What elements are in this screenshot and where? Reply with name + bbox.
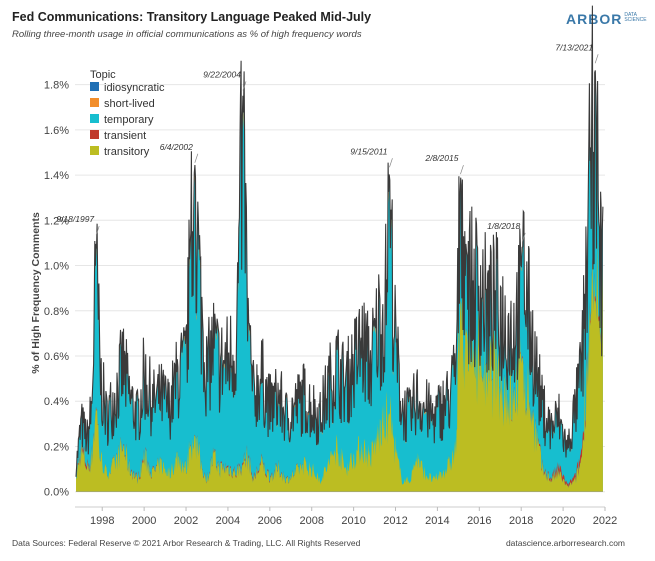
x-tick-label: 2016 <box>467 515 491 527</box>
legend-swatch-transient <box>90 130 99 139</box>
y-tick-label: 1.4% <box>44 170 69 182</box>
legend-swatch-transitory <box>90 146 99 155</box>
legend-label-transitory: transitory <box>104 146 150 158</box>
y-tick-label: 0.0% <box>44 487 69 499</box>
x-tick-label: 2002 <box>174 515 198 527</box>
arbor-logo: ARBOR DATA SCIENCE <box>566 11 647 29</box>
legend-swatch-idiosyncratic <box>90 82 99 91</box>
legend-label-short-lived: short-lived <box>104 98 155 110</box>
logo-sub-data: DATA <box>624 12 637 18</box>
annotation-leader <box>521 232 526 243</box>
annotation-leader <box>460 164 464 175</box>
y-axis-label: % of High Frequency Comments <box>30 212 42 374</box>
peak-annotations: 9/18/1997 6/4/2002 9/22/2004 9/15/2011 2/8/2… <box>56 42 599 243</box>
x-tick-label: 2008 <box>299 515 323 527</box>
legend-label-transient: transient <box>104 130 146 142</box>
x-tick-label: 2004 <box>216 515 240 527</box>
footer-source: Data Sources: Federal Reserve © 2021 Arb… <box>12 538 361 548</box>
annotation-label: 9/22/2004 <box>203 69 241 79</box>
logo-sub-science: SCIENCE <box>624 17 647 23</box>
annotation-label: 9/18/1997 <box>56 214 94 224</box>
legend-label-idiosyncratic: idiosyncratic <box>104 82 165 94</box>
logo-text: ARBOR <box>566 11 623 27</box>
y-tick-label: 1.8% <box>44 80 69 92</box>
y-tick-label: 1.6% <box>44 125 69 137</box>
annotation-leader <box>389 158 393 168</box>
legend-label-temporary: temporary <box>104 114 154 126</box>
chart-subtitle: Rolling three-month usage in official co… <box>12 29 362 40</box>
annotation-leader <box>594 54 599 64</box>
y-tick-label: 0.2% <box>44 441 69 453</box>
legend-swatch-short-lived <box>90 98 99 107</box>
annotation-label: 9/15/2011 <box>350 146 387 156</box>
x-tick-label: 2022 <box>593 515 617 527</box>
annotation-leader <box>95 226 100 236</box>
y-tick-label: 1.2% <box>44 215 69 227</box>
y-tick-label: 0.4% <box>44 396 69 408</box>
total-outline <box>75 5 604 477</box>
x-tick-label: 2010 <box>341 515 365 527</box>
y-axis: 0.0% 0.2% 0.4% 0.6% 0.8% 1.0% 1.2% 1.4% 1.6% 1.8% <box>44 80 69 499</box>
annotation-leader <box>194 153 199 163</box>
x-tick-label: 2018 <box>509 515 533 527</box>
x-axis: 1998 2000 2002 2004 2006 2008 2010 2012 2014 2016… <box>75 506 617 527</box>
logo-subtext: DATA SCIENCE <box>624 13 646 23</box>
x-tick-label: 2000 <box>132 515 156 527</box>
annotation-label: 2/8/2015 <box>424 153 458 163</box>
x-tick-label: 2006 <box>258 515 282 527</box>
stacked-areas <box>75 5 604 492</box>
x-tick-label: 2020 <box>551 515 575 527</box>
area-transitory <box>76 242 603 492</box>
legend-title: Topic <box>90 69 116 81</box>
annotation-label: 7/13/2021 <box>555 42 593 52</box>
y-tick-label: 0.6% <box>44 351 69 363</box>
x-tick-label: 2012 <box>383 515 407 527</box>
footer-website: datascience.arborresearch.com <box>505 538 625 548</box>
annotation-leader <box>242 81 247 91</box>
legend-swatch-temporary <box>90 114 99 123</box>
annotation-label: 1/8/2018 <box>487 221 520 231</box>
y-tick-label: 0.8% <box>44 306 69 318</box>
y-tick-label: 1.0% <box>44 261 69 273</box>
x-tick-label: 1998 <box>90 515 114 527</box>
x-tick-label: 2014 <box>425 515 449 527</box>
annotation-label: 6/4/2002 <box>160 142 193 152</box>
chart-title: Fed Communications: Transitory Language … <box>12 10 372 24</box>
